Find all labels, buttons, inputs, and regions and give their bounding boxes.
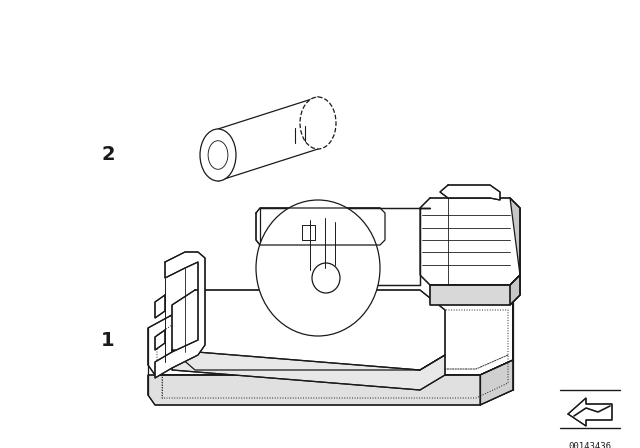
Polygon shape [568, 398, 612, 426]
Polygon shape [148, 302, 513, 375]
Text: 00143436: 00143436 [568, 442, 611, 448]
Ellipse shape [200, 129, 236, 181]
Polygon shape [218, 97, 318, 181]
Ellipse shape [300, 97, 336, 149]
Polygon shape [430, 275, 520, 305]
Text: 1: 1 [101, 331, 115, 349]
Polygon shape [172, 350, 445, 390]
Polygon shape [172, 290, 445, 370]
Ellipse shape [312, 263, 340, 293]
Polygon shape [155, 295, 165, 318]
Polygon shape [480, 302, 513, 405]
Polygon shape [155, 330, 165, 350]
Polygon shape [260, 208, 430, 285]
Polygon shape [148, 360, 513, 405]
Polygon shape [256, 208, 385, 245]
Polygon shape [420, 198, 520, 285]
Polygon shape [440, 185, 500, 200]
Ellipse shape [256, 200, 380, 336]
Polygon shape [510, 198, 520, 305]
Text: 2: 2 [101, 146, 115, 164]
Polygon shape [155, 252, 205, 378]
